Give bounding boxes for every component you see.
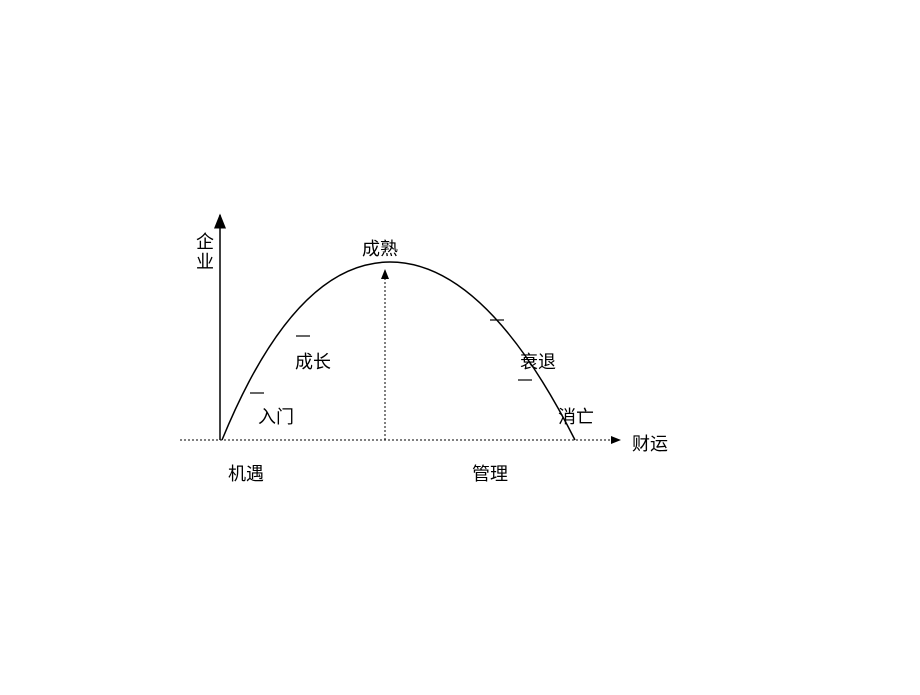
- management-label: 管理: [472, 460, 508, 486]
- entry-label: 入门: [258, 403, 294, 429]
- growth-label: 成长: [295, 348, 331, 374]
- diagram-svg: [0, 0, 920, 690]
- y-axis-label: 企业: [196, 232, 214, 272]
- death-label: 消亡: [558, 403, 594, 429]
- opportunity-label: 机遇: [228, 460, 264, 486]
- decline-label: 衰退: [520, 348, 556, 374]
- peak-label: 成熟: [362, 235, 398, 261]
- x-axis-label: 财运: [632, 430, 668, 456]
- lifecycle-diagram: 企业 成熟 成长 入门 衰退 消亡 机遇 管理 财运: [0, 0, 920, 690]
